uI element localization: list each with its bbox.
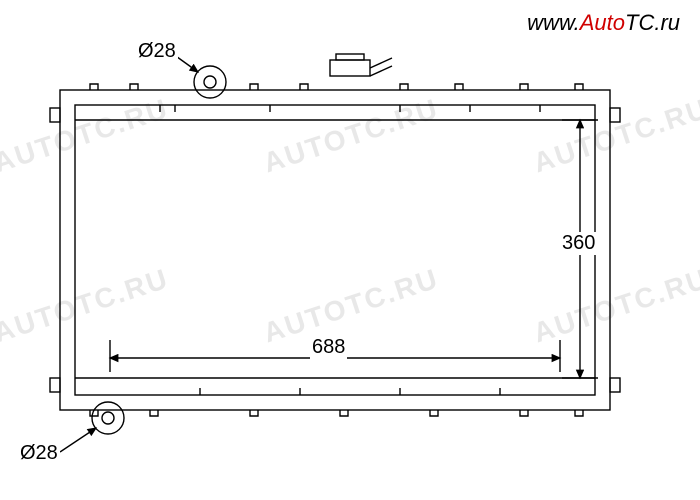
top-port xyxy=(194,66,226,98)
label-width: 688 xyxy=(310,336,347,359)
bottom-port xyxy=(92,402,124,434)
label-height: 360 xyxy=(560,232,597,255)
bottom-tank-notches xyxy=(90,388,583,416)
top-tank-notches xyxy=(90,84,583,112)
label-bottom-port-dia: Ø28 xyxy=(18,442,60,465)
leader-bottom-port xyxy=(60,428,96,452)
filler-cap xyxy=(330,54,392,76)
label-top-port-dia: Ø28 xyxy=(136,40,178,63)
diagram-canvas: AUTOTC.RU AUTOTC.RU AUTOTC.RU AUTOTC.RU … xyxy=(0,0,700,500)
outer-frame xyxy=(60,90,610,410)
